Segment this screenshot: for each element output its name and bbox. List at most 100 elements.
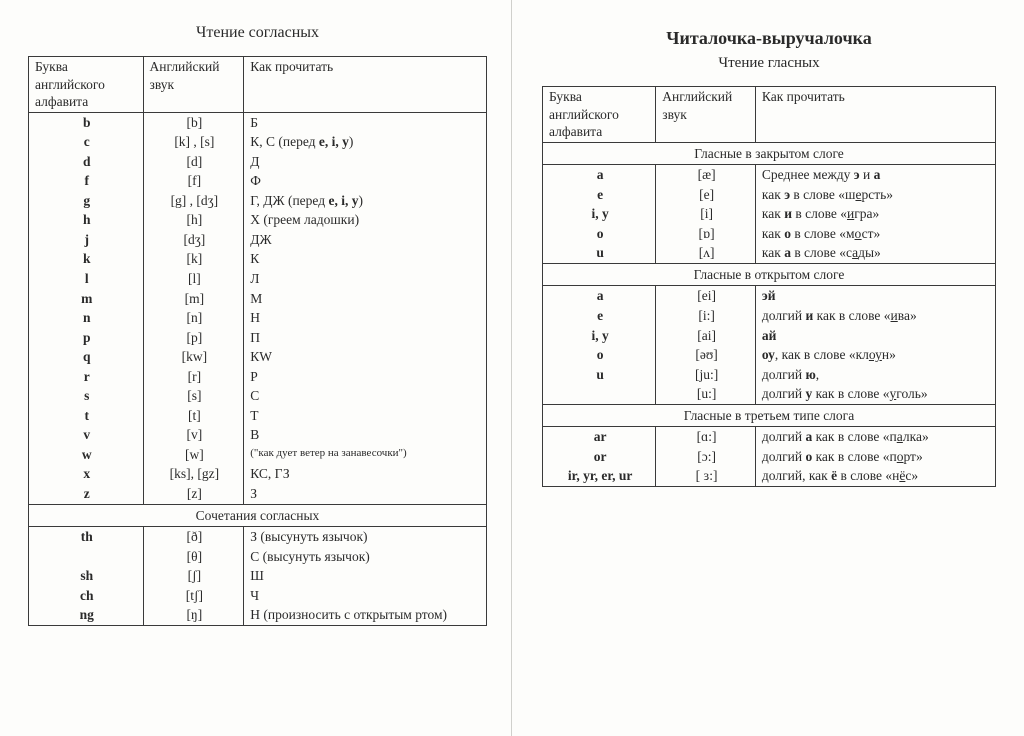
cell-letter: u xyxy=(543,243,656,263)
right-sub-title: Чтение гласных xyxy=(542,55,996,72)
cell-read: С (высунуть язычок) xyxy=(244,547,487,567)
cell-read: В xyxy=(244,425,487,445)
left-page: Чтение согласных Буква английского алфав… xyxy=(0,0,512,736)
sec3-header: Гласные в третьем типе слога xyxy=(543,404,996,427)
table-row: b[b]Б xyxy=(29,112,487,132)
cell-read: Ш xyxy=(244,566,487,586)
cell-sound: [v] xyxy=(143,425,244,445)
cell-sound: [h] xyxy=(143,210,244,230)
cell-read: как а в слове «сады» xyxy=(755,243,995,263)
cell-sound: [ð] xyxy=(143,527,244,547)
cell-sound: [p] xyxy=(143,328,244,348)
cell-read: КС, ГЗ xyxy=(244,464,487,484)
table-row: [u:]долгий у как в слове «уголь» xyxy=(543,384,996,404)
cell-sound: [w] xyxy=(143,445,244,465)
cell-letter: e xyxy=(543,185,656,205)
vowels-table: Буква английского алфавита Английский зв… xyxy=(542,86,996,487)
table-row: a[ei]эй xyxy=(543,286,996,306)
cell-letter: sh xyxy=(29,566,144,586)
col-read-header: Как прочитать xyxy=(244,57,487,113)
cell-sound: [l] xyxy=(143,269,244,289)
cell-sound: [u:] xyxy=(656,384,756,404)
table-row: k[k]К xyxy=(29,249,487,269)
cell-sound: [ ɜ:] xyxy=(656,466,756,486)
right-big-title: Читалочка-выручалочка xyxy=(542,28,996,49)
table-row: j[dʒ]ДЖ xyxy=(29,230,487,250)
cell-sound: [kw] xyxy=(143,347,244,367)
sec2-body: a[ei]эйe[i:]долгий и как в слове «ива»i,… xyxy=(543,286,996,404)
table-row: ar[ɑ:]долгий а как в слове «палка» xyxy=(543,427,996,447)
left-title: Чтение согласных xyxy=(28,24,487,42)
cell-letter: a xyxy=(543,165,656,185)
table-row: o[əʊ]оу, как в слове «клоун» xyxy=(543,345,996,365)
cell-letter: f xyxy=(29,171,144,191)
cell-sound: [d] xyxy=(143,152,244,172)
cell-sound: [ʃ] xyxy=(143,566,244,586)
cell-letter: s xyxy=(29,386,144,406)
cell-letter: v xyxy=(29,425,144,445)
table-row: w[w]("как дует ветер на занавесочки") xyxy=(29,445,487,465)
cell-sound: [ɔ:] xyxy=(656,447,756,467)
table-row: q[kw]КW xyxy=(29,347,487,367)
cell-read: Л xyxy=(244,269,487,289)
cell-letter: ch xyxy=(29,586,144,606)
cell-letter: g xyxy=(29,191,144,211)
cell-read: К, С (перед e, i, y) xyxy=(244,132,487,152)
cell-read: долгий ю, xyxy=(755,365,995,385)
col-letter-header: Буква английского алфавита xyxy=(543,87,656,143)
cell-letter: p xyxy=(29,328,144,348)
cell-read: Т xyxy=(244,406,487,426)
table-row: or[ɔ:]долгий о как в слове «порт» xyxy=(543,447,996,467)
cell-sound: [m] xyxy=(143,289,244,309)
cell-letter: o xyxy=(543,345,656,365)
cell-read: долгий а как в слове «палка» xyxy=(755,427,995,447)
cell-letter: d xyxy=(29,152,144,172)
cell-sound: [s] xyxy=(143,386,244,406)
cell-read: ДЖ xyxy=(244,230,487,250)
cell-sound: [æ] xyxy=(656,165,756,185)
cell-sound: [ɒ] xyxy=(656,224,756,244)
cell-sound: [t] xyxy=(143,406,244,426)
cell-letter: m xyxy=(29,289,144,309)
cell-letter: r xyxy=(29,367,144,387)
cell-letter: w xyxy=(29,445,144,465)
cell-letter: th xyxy=(29,527,144,547)
cell-read: Д xyxy=(244,152,487,172)
cell-letter: c xyxy=(29,132,144,152)
cell-read: М xyxy=(244,289,487,309)
cell-sound: [ju:] xyxy=(656,365,756,385)
cell-sound: [ai] xyxy=(656,326,756,346)
cell-read: Н xyxy=(244,308,487,328)
table-row: m[m]М xyxy=(29,289,487,309)
cell-sound: [i:] xyxy=(656,306,756,326)
col-sound-header: Английский звук xyxy=(656,87,756,143)
cell-letter: k xyxy=(29,249,144,269)
cell-letter xyxy=(543,384,656,404)
cell-read: как э в слове «шерсть» xyxy=(755,185,995,205)
cell-read: оу, как в слове «клоун» xyxy=(755,345,995,365)
sec2-header: Гласные в открытом слоге xyxy=(543,263,996,286)
combos-body: th[ð]З (высунуть язычок)[θ]С (высунуть я… xyxy=(29,527,487,626)
consonants-body: b[b]Бc[k] , [s]К, С (перед e, i, y)d[d]Д… xyxy=(29,112,487,504)
cell-letter: h xyxy=(29,210,144,230)
cell-sound: [ŋ] xyxy=(143,605,244,625)
cell-read: К xyxy=(244,249,487,269)
table-header-row: Буква английского алфавита Английский зв… xyxy=(543,87,996,143)
cell-read: долгий, как ё в слове «нёс» xyxy=(755,466,995,486)
cell-sound: [tʃ] xyxy=(143,586,244,606)
table-row: g[g] , [dʒ]Г, ДЖ (перед e, i, y) xyxy=(29,191,487,211)
cell-read: Среднее между э и а xyxy=(755,165,995,185)
cell-read: Н (произносить с открытым ртом) xyxy=(244,605,487,625)
cell-read: С xyxy=(244,386,487,406)
consonants-table: Буква английского алфавита Английский зв… xyxy=(28,56,487,626)
table-row: ir, yr, er, ur[ ɜ:]долгий, как ё в слове… xyxy=(543,466,996,486)
cell-letter: a xyxy=(543,286,656,306)
table-row: ng[ŋ]Н (произносить с открытым ртом) xyxy=(29,605,487,625)
cell-letter: z xyxy=(29,484,144,504)
cell-letter: or xyxy=(543,447,656,467)
cell-sound: [ei] xyxy=(656,286,756,306)
cell-read: Г, ДЖ (перед e, i, y) xyxy=(244,191,487,211)
cell-read: Х (греем ладошки) xyxy=(244,210,487,230)
table-row: c[k] , [s]К, С (перед e, i, y) xyxy=(29,132,487,152)
table-row: th[ð]З (высунуть язычок) xyxy=(29,527,487,547)
